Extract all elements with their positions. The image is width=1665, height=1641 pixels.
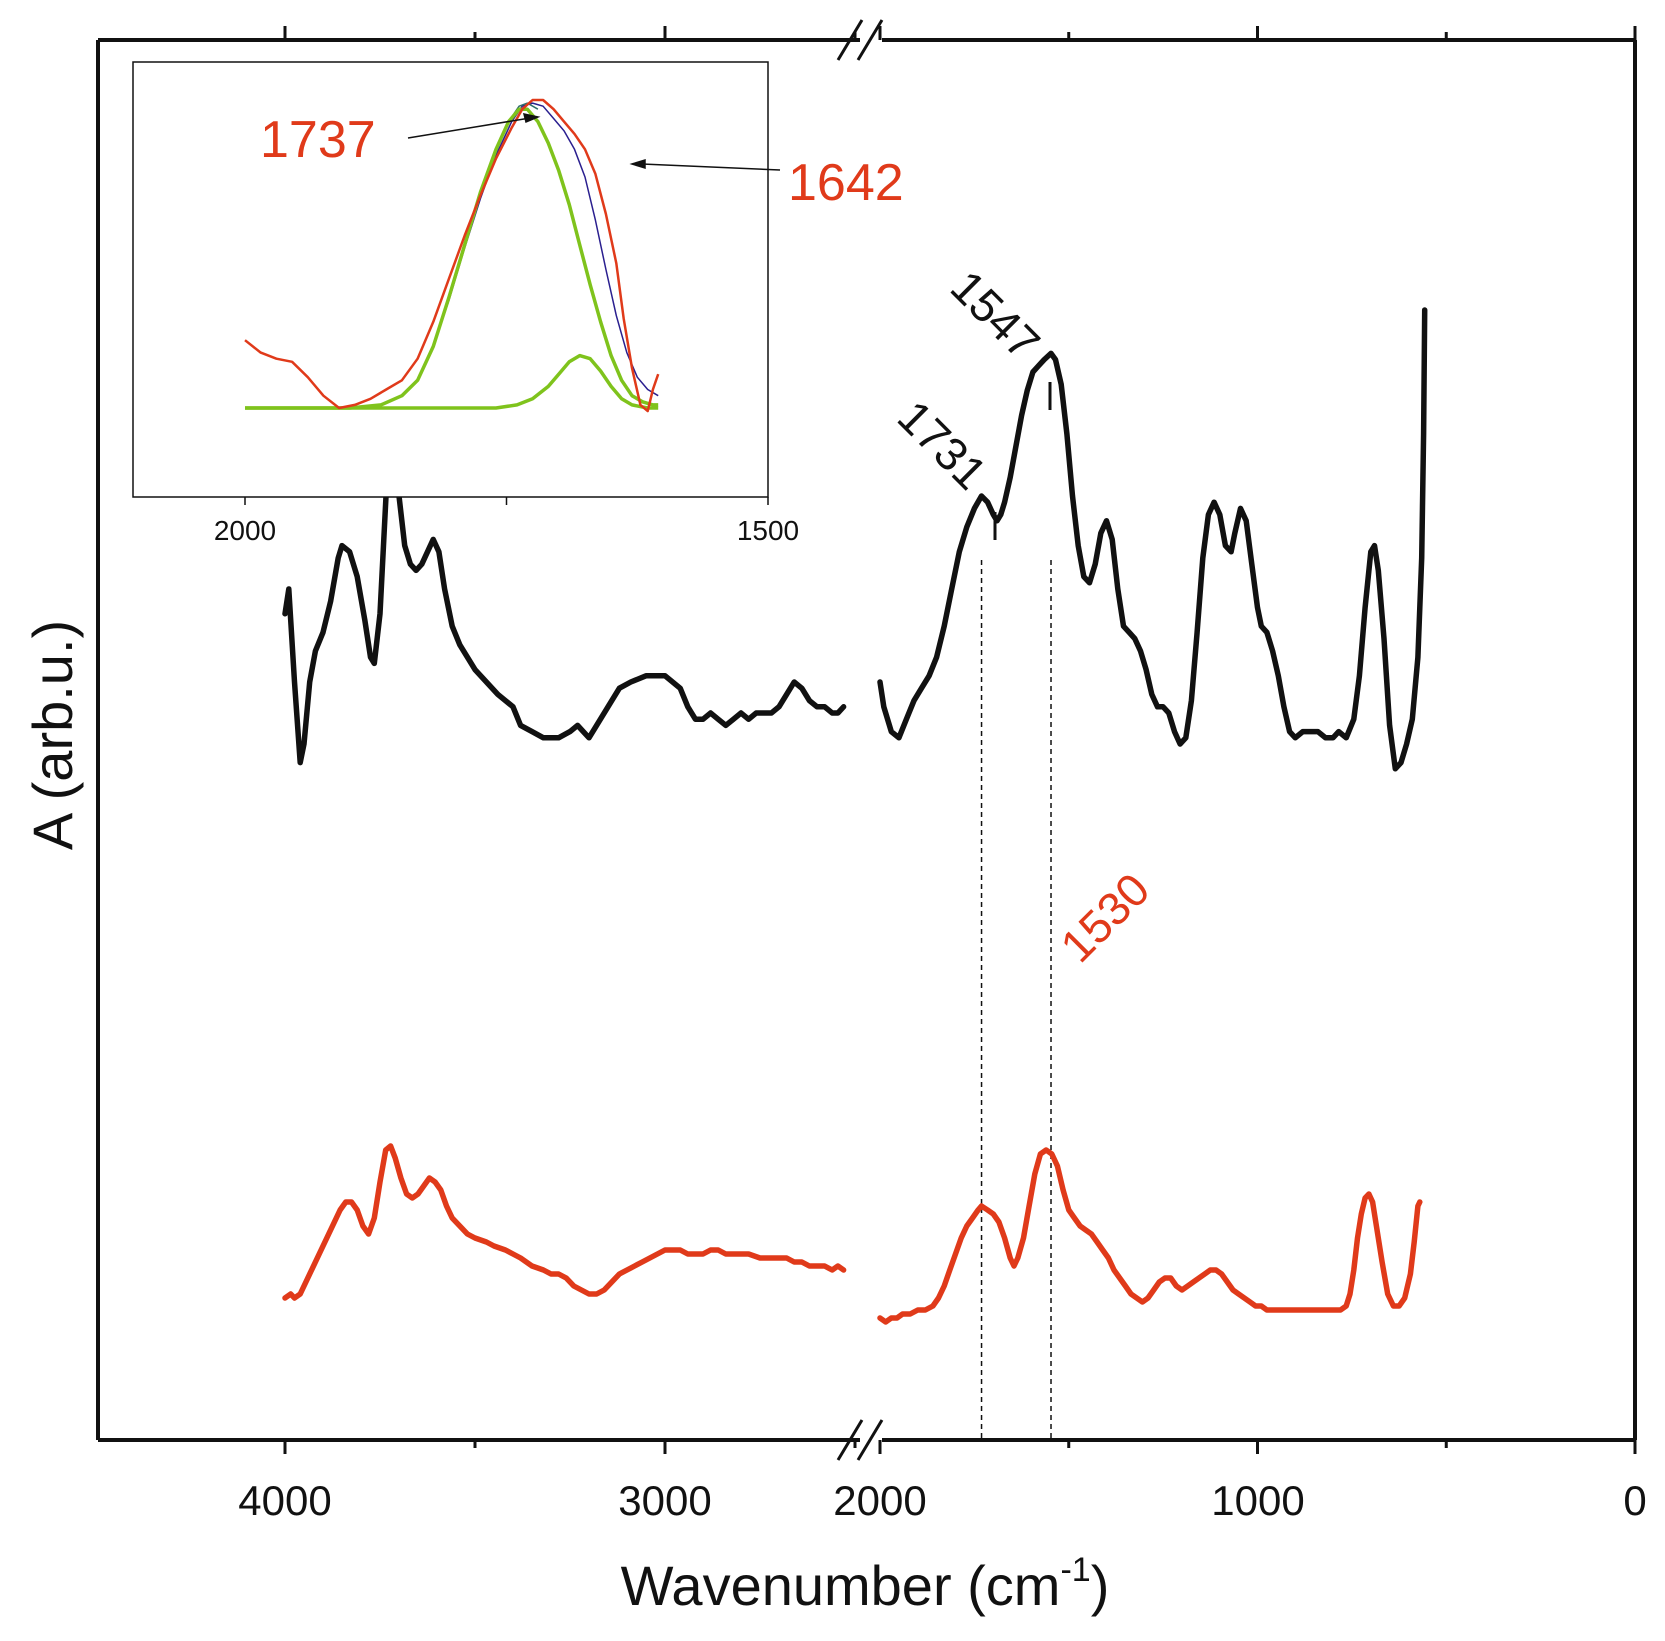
inset-frame bbox=[132, 61, 769, 498]
inset-series-red-measured- bbox=[244, 98, 660, 413]
x-tick-label-0: 0 bbox=[1623, 1477, 1646, 1524]
x-tick-label-2000: 2000 bbox=[833, 1477, 926, 1524]
series-red-segment-1 bbox=[282, 1143, 847, 1301]
x-axis-title: Wavenumber (cm-1) bbox=[621, 1551, 1110, 1617]
main-series bbox=[282, 307, 1428, 1325]
inset-x-tick-label-1500: 1500 bbox=[737, 515, 799, 546]
inset-arrow-1737 bbox=[407, 113, 541, 139]
x-tick-labels: 4000 3000 2000 1000 0 bbox=[238, 1477, 1646, 1524]
x-tick-label-1000: 1000 bbox=[1211, 1477, 1304, 1524]
x-axis-title-main: Wavenumber (cm bbox=[621, 1554, 1061, 1617]
axis-break-bottom bbox=[836, 1419, 884, 1461]
inset-arrow-1642 bbox=[629, 158, 781, 171]
y-axis-title: A (arb.u.) bbox=[21, 620, 84, 850]
x-tick-label-3000: 3000 bbox=[618, 1477, 711, 1524]
series-red-segment-2 bbox=[877, 1147, 1423, 1325]
axis-break-top bbox=[836, 19, 884, 61]
series-black-segment-2 bbox=[877, 307, 1428, 772]
x-axis-title-close: ) bbox=[1091, 1554, 1110, 1617]
inset-series-green-component-1737 bbox=[245, 107, 659, 410]
inset-label-1737: 1737 bbox=[260, 111, 376, 169]
inset-label-1642: 1642 bbox=[788, 154, 904, 212]
x-tick-label-4000: 4000 bbox=[238, 1477, 331, 1524]
x-axis-title-superscript: -1 bbox=[1060, 1551, 1090, 1589]
guide-lines bbox=[980, 560, 1052, 1440]
inset-series bbox=[244, 98, 660, 413]
inset-series-green-component-1642 bbox=[245, 353, 659, 410]
inset-x-ticks bbox=[244, 497, 769, 505]
x-ticks bbox=[283, 26, 1637, 1454]
series-black-segment-1 bbox=[282, 418, 847, 766]
inset-x-tick-label-2000: 2000 bbox=[214, 515, 276, 546]
inset-chart: 2000 1500 1737 1642 bbox=[132, 61, 904, 546]
